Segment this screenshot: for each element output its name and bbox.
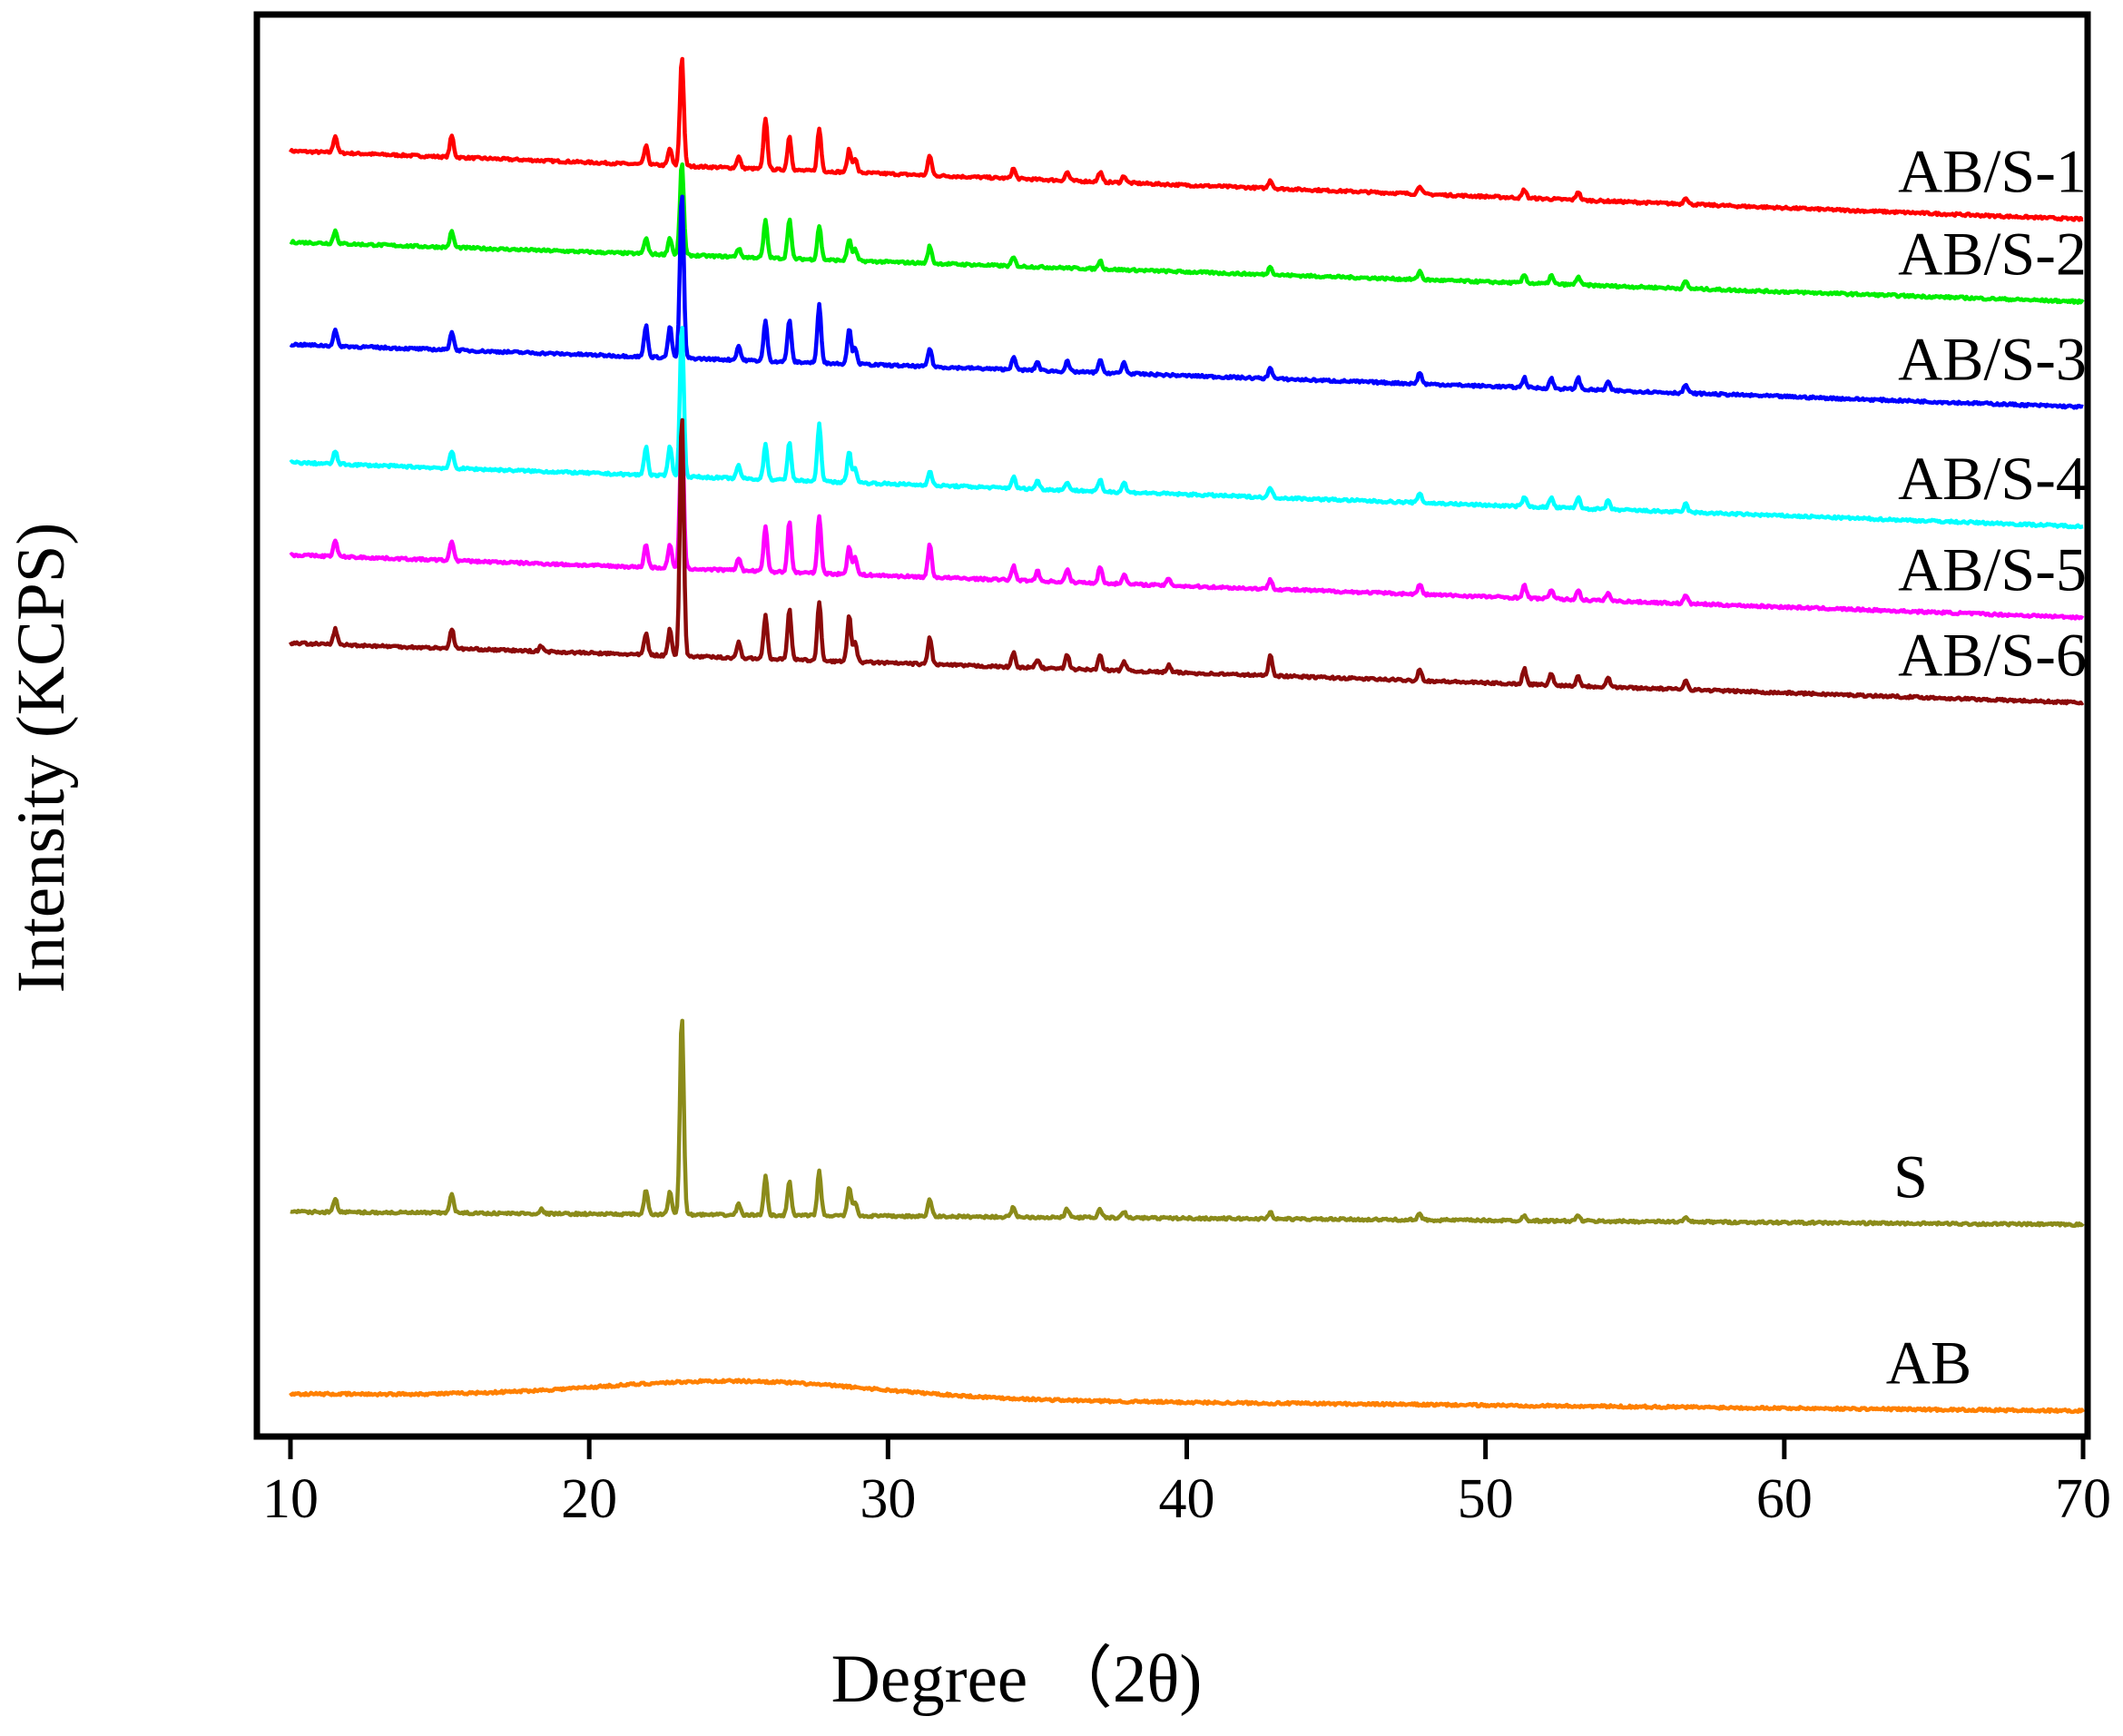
series-label-ab-s-2: AB/S-2 bbox=[1898, 219, 2087, 288]
x-tick-label: 70 bbox=[2055, 1468, 2111, 1530]
series-line-s bbox=[290, 1018, 2085, 1229]
x-tick-label: 30 bbox=[860, 1468, 916, 1530]
series-label-s: S bbox=[1893, 1142, 1928, 1211]
x-tick-label: 40 bbox=[1159, 1468, 1215, 1530]
series-line-ab-s-2 bbox=[289, 162, 2085, 305]
series-line-ab-s-3 bbox=[289, 194, 2084, 410]
series-label-ab-s-5: AB/S-5 bbox=[1898, 535, 2087, 603]
series-label-ab-s-1: AB/S-1 bbox=[1898, 137, 2087, 206]
x-axis-label: Degree （2θ) bbox=[831, 1642, 1203, 1717]
x-tick-label: 20 bbox=[561, 1468, 617, 1530]
series-line-ab-s-4 bbox=[289, 326, 2084, 530]
series-line-ab bbox=[289, 1378, 2085, 1415]
series-label-ab-s-3: AB/S-3 bbox=[1898, 324, 2087, 393]
series-label-ab-s-4: AB/S-4 bbox=[1898, 444, 2087, 513]
x-tick-label: 60 bbox=[1756, 1468, 1813, 1530]
x-tick-label: 50 bbox=[1458, 1468, 1514, 1530]
series-line-ab-s-6 bbox=[289, 417, 2085, 706]
x-tick-layer: 10 20 30 40 50 60 70 bbox=[262, 1437, 2111, 1530]
series-label-ab: AB bbox=[1886, 1329, 1971, 1398]
series-layer bbox=[289, 56, 2085, 1415]
y-axis-label: Intensity (KCPS) bbox=[4, 523, 79, 994]
series-line-ab-s-5 bbox=[289, 427, 2085, 621]
series-label-ab-s-6: AB/S-6 bbox=[1898, 620, 2087, 689]
series-line-ab-s-1 bbox=[289, 56, 2084, 222]
plot-frame bbox=[253, 11, 2091, 1440]
series-label-layer: AB/S-1 AB/S-2 AB/S-3 AB/S-4 AB/S-5 AB/S-6 S AB bbox=[1886, 137, 2087, 1398]
x-tick-label: 10 bbox=[262, 1468, 319, 1530]
